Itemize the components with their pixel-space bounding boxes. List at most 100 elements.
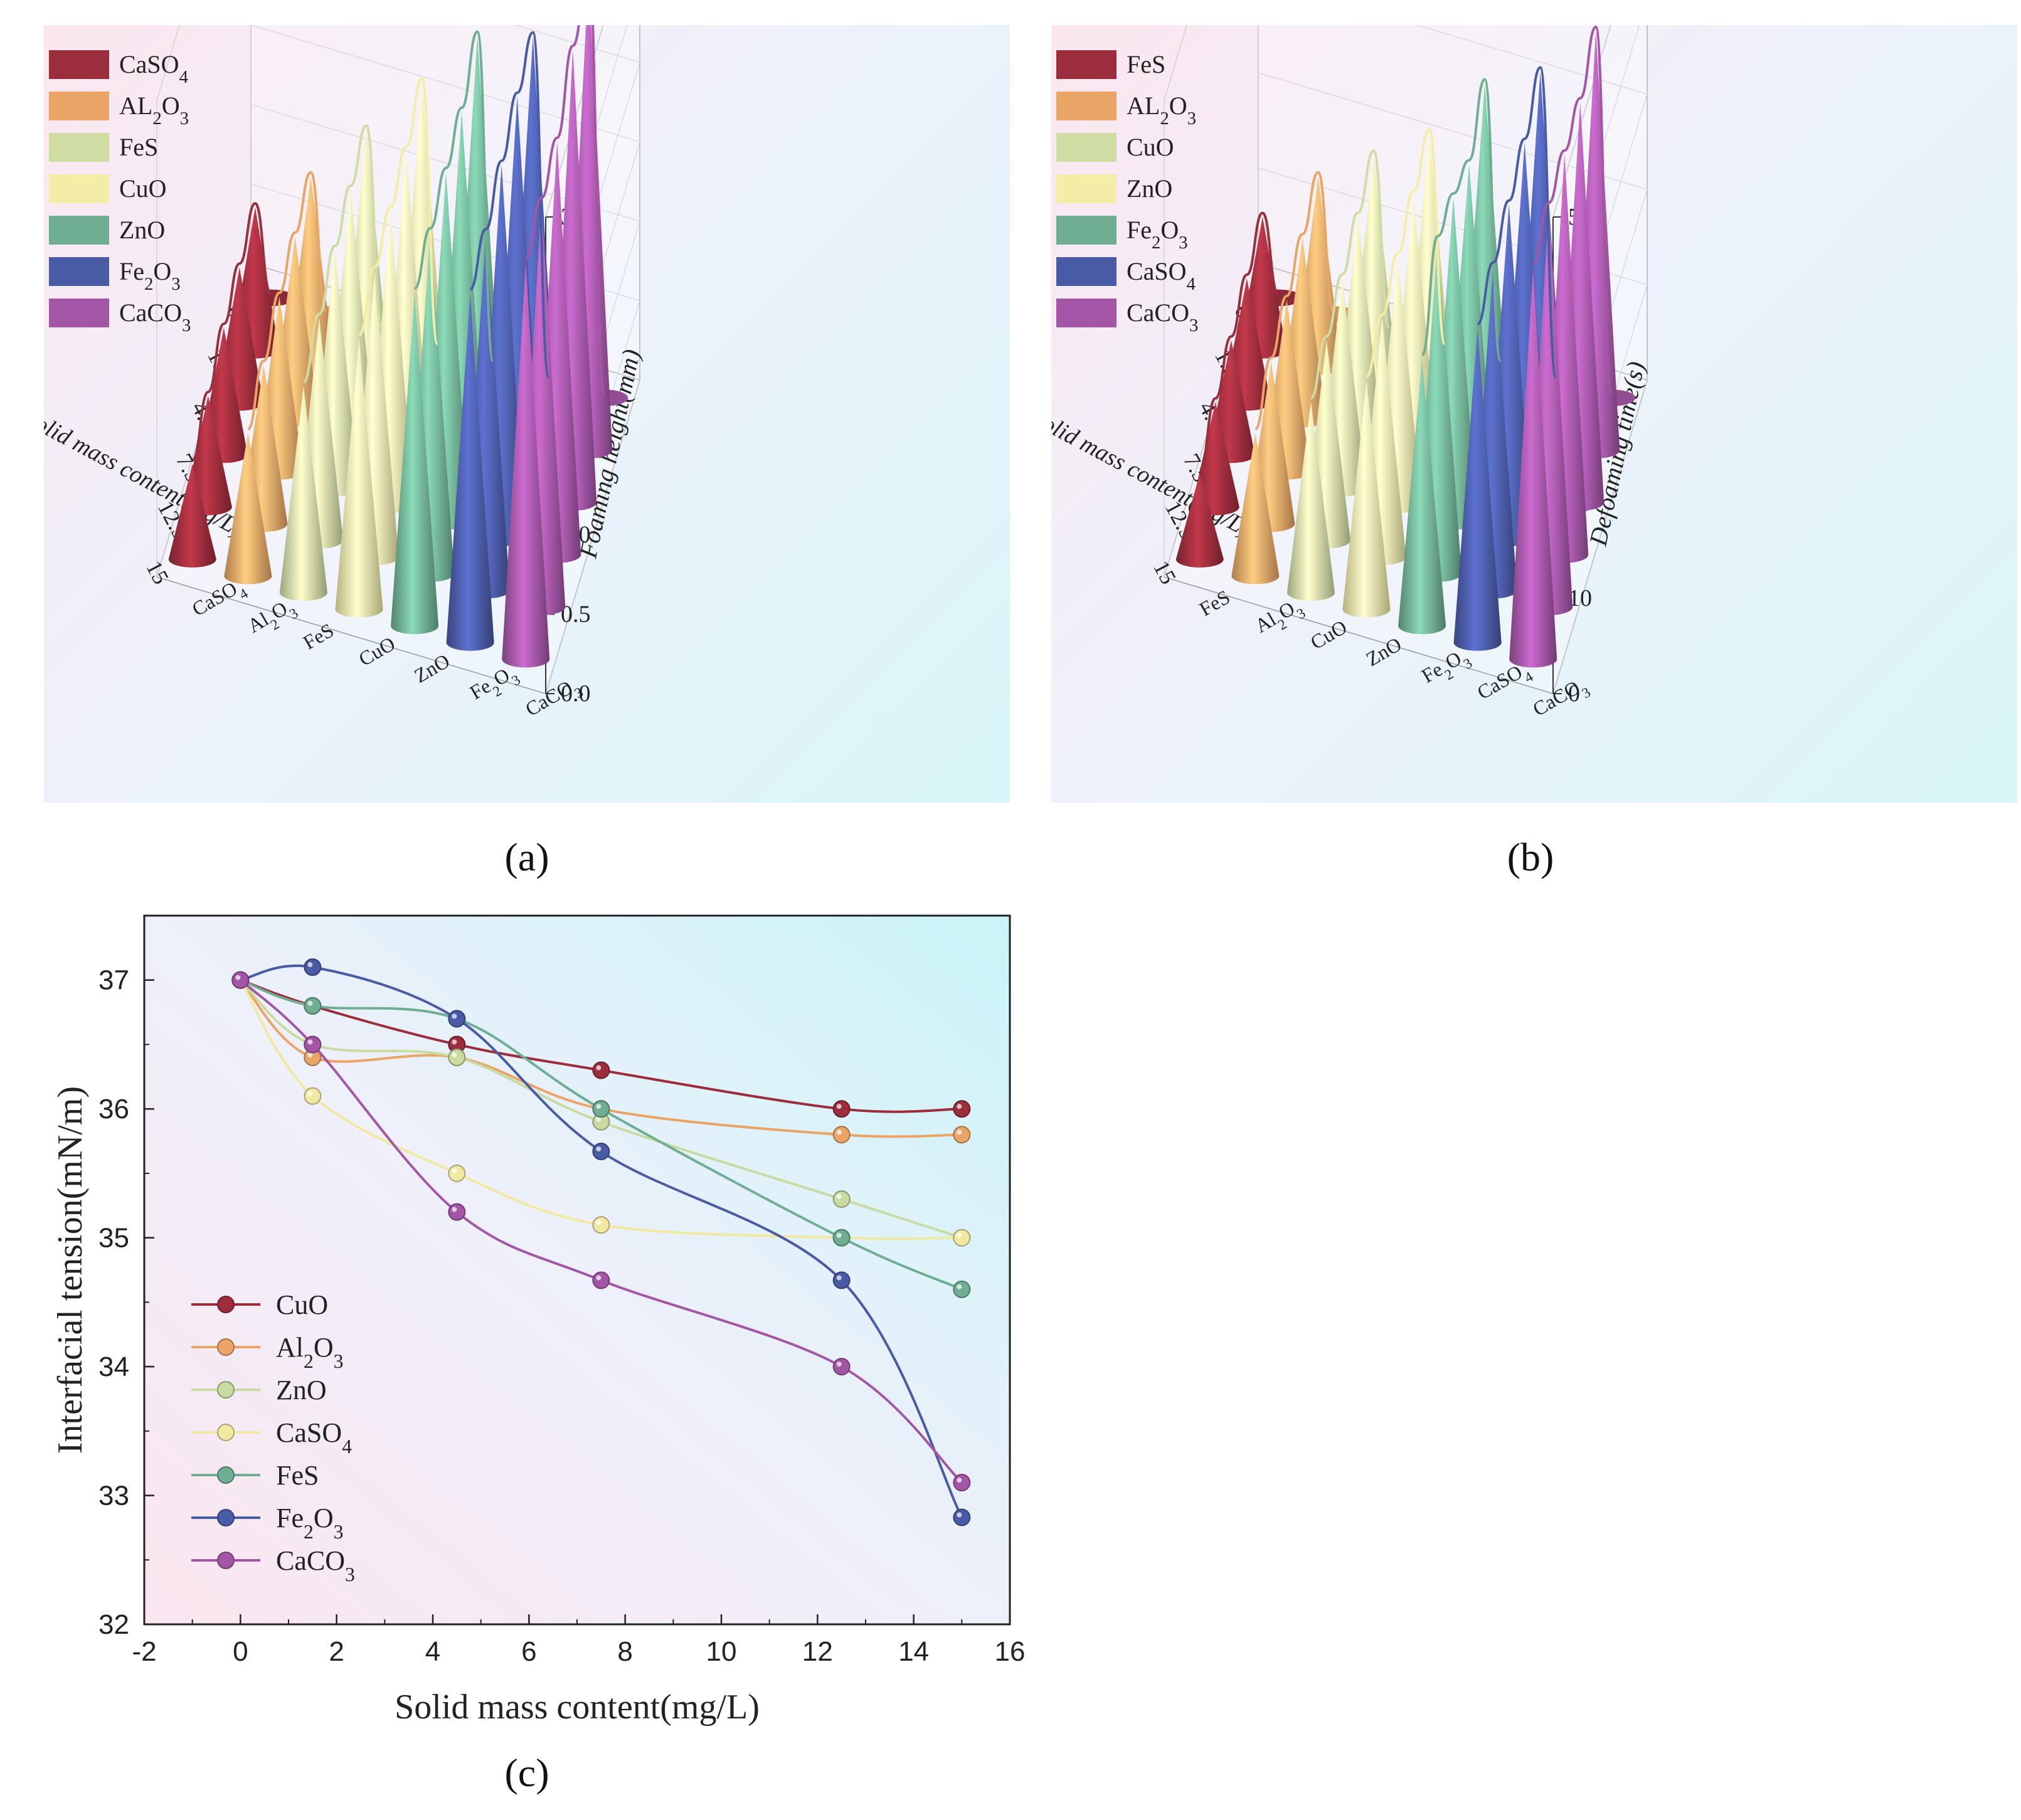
cone-FeS [279, 386, 327, 601]
point-highlight [596, 1220, 602, 1225]
x-tick-label: 14 [898, 1636, 929, 1667]
x-tick-label: 16 [995, 1636, 1026, 1667]
z-gridline [1416, 25, 1648, 95]
y-tick-label: 33 [98, 1481, 129, 1511]
legend-label: ZnO [1127, 174, 1172, 203]
data-point-CaCO3 [592, 1271, 610, 1289]
x-tick-label: -2 [132, 1636, 156, 1667]
legend-marker [217, 1552, 235, 1569]
point-highlight [452, 1207, 457, 1212]
data-point-CaSO4 [592, 1216, 610, 1234]
point-highlight [235, 975, 241, 980]
series-curve-CaSO4 [191, 202, 272, 462]
legend-label: CuO [119, 174, 167, 203]
y-tick-label: 36 [98, 1094, 129, 1124]
point-highlight [307, 962, 313, 968]
legend-label: FeS [276, 1460, 319, 1491]
data-point-CuO [592, 1061, 610, 1079]
y-tick-label: 37 [98, 965, 129, 996]
left-wall [156, 25, 252, 578]
legend-label: CaCO3 [1127, 299, 1198, 336]
legend-label: FeS [119, 133, 158, 161]
z-gridline [545, 379, 640, 694]
point-highlight [957, 1478, 962, 1483]
data-point-FeS [832, 1229, 851, 1247]
data-point-CaCO3 [304, 1035, 322, 1054]
y-tick-label: 34 [98, 1352, 129, 1382]
legend-swatch [1056, 174, 1117, 203]
data-point-CaCO3 [448, 1203, 466, 1221]
data-point-Fe2O3 [832, 1271, 851, 1289]
legend-label: CaCO3 [119, 299, 191, 336]
point-highlight [957, 1284, 962, 1289]
legend-swatch [1056, 257, 1117, 286]
legend-label: AL2O3 [1127, 92, 1196, 129]
cone-AL2O3 [224, 433, 272, 585]
series-curve-FeS [1198, 211, 1280, 471]
chart-c-interfacial-tension: -2 0 2 4 6 8 10 12 14 16 32 33 34 35 36 37 Solid mass co… [51, 914, 1026, 1727]
cone-CaSO4 [1453, 327, 1502, 651]
cone-FeS [1175, 473, 1224, 568]
legend-label: ZnO [276, 1375, 327, 1405]
caption-c: (c) [504, 1750, 549, 1795]
point-highlight [836, 1194, 842, 1199]
legend-swatch [49, 174, 109, 203]
legend-swatch [49, 133, 109, 162]
x-tick-label: 0 [233, 1636, 248, 1667]
z-tick-label: 0 [1568, 680, 1580, 707]
data-point-CaSO4 [448, 1164, 466, 1182]
legend-label: CaSO4 [276, 1417, 352, 1458]
point-highlight [957, 1130, 962, 1135]
data-point-CaSO4 [953, 1229, 971, 1247]
legend-swatch [49, 299, 109, 327]
legend-marker [217, 1296, 235, 1313]
series-curve-CaCO3 [525, 25, 606, 396]
data-point-CuO [953, 1100, 971, 1118]
chart-b-defoaming-time: 01020304050Defoaming time(s)01.54.57.512… [1051, 25, 1650, 721]
data-point-Fe2O3 [953, 1508, 971, 1526]
point-highlight [307, 1091, 313, 1096]
cone-Fe2O3 [1398, 359, 1446, 635]
legend-marker [217, 1338, 235, 1356]
data-point-Al2O3 [953, 1126, 971, 1144]
legend-label: Fe2O3 [276, 1503, 343, 1543]
data-point-Fe2O3 [448, 1010, 466, 1028]
cone-ZnO [391, 292, 439, 635]
point-highlight [957, 1232, 962, 1238]
legend-label: ZnO [119, 216, 165, 244]
legend-swatch [1056, 92, 1117, 120]
point-highlight [836, 1232, 842, 1238]
legend-label: AL2O3 [119, 92, 189, 129]
x-tick-label: 8 [617, 1636, 632, 1667]
caption-a: (a) [504, 835, 549, 879]
legend-swatch [1056, 216, 1117, 245]
point-highlight [307, 1052, 313, 1057]
cone-CaCO3 [502, 262, 550, 668]
point-highlight [452, 1013, 457, 1019]
legend-marker [217, 1381, 235, 1399]
x-tick-label: 10 [706, 1636, 737, 1667]
data-point-Fe2O3 [304, 958, 322, 976]
data-point-FeS [592, 1100, 610, 1118]
point-highlight [307, 1039, 313, 1045]
legend-marker [217, 1424, 235, 1441]
x-tick-label: 12 [802, 1636, 833, 1667]
legend-label: CaCO3 [276, 1545, 355, 1585]
data-point-CaSO4 [304, 1087, 322, 1105]
point-highlight [836, 1130, 842, 1135]
data-point-Al2O3 [832, 1126, 851, 1144]
point-highlight [452, 1039, 457, 1045]
data-point-FeS [304, 997, 322, 1015]
data-point-Fe2O3 [592, 1142, 610, 1160]
series-curve-ZnO [413, 30, 495, 362]
point-highlight [307, 1000, 313, 1006]
legend-swatch [49, 50, 109, 79]
y-tick-label: 32 [98, 1609, 129, 1640]
point-highlight [836, 1275, 842, 1281]
data-point-CuO [832, 1100, 851, 1118]
legend-swatch [49, 257, 109, 286]
caption-b: (b) [1507, 835, 1554, 879]
point-highlight [596, 1116, 602, 1122]
cone-CuO [1286, 401, 1335, 601]
data-point-ZnO [448, 1049, 466, 1066]
